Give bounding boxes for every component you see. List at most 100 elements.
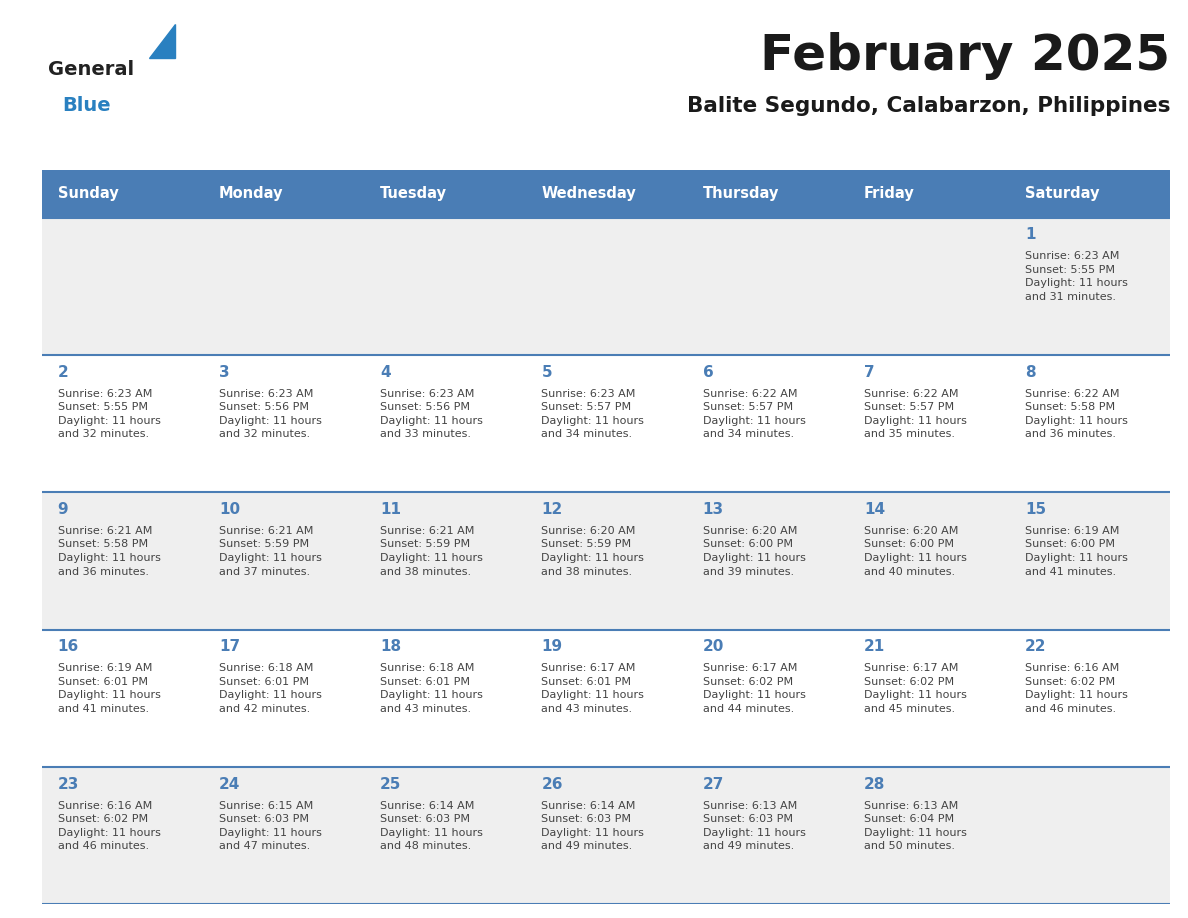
Text: 25: 25 [380,777,402,791]
Text: Sunrise: 6:22 AM
Sunset: 5:58 PM
Daylight: 11 hours
and 36 minutes.: Sunrise: 6:22 AM Sunset: 5:58 PM Dayligh… [1025,388,1127,440]
Text: 12: 12 [542,502,563,517]
Bar [364,218,525,355]
Text: 10: 10 [219,502,240,517]
Text: 4: 4 [380,364,391,379]
Text: Sunrise: 6:17 AM
Sunset: 6:01 PM
Daylight: 11 hours
and 43 minutes.: Sunrise: 6:17 AM Sunset: 6:01 PM Dayligh… [542,663,644,714]
Text: 26: 26 [542,777,563,791]
Bar [687,767,848,904]
Text: Sunrise: 6:23 AM
Sunset: 5:55 PM
Daylight: 11 hours
and 31 minutes.: Sunrise: 6:23 AM Sunset: 5:55 PM Dayligh… [1025,252,1127,302]
Bar [42,630,203,767]
Bar [525,170,687,218]
Text: 28: 28 [864,777,885,791]
Bar [364,630,525,767]
Bar [203,767,364,904]
Text: 14: 14 [864,502,885,517]
Bar [364,355,525,492]
Bar [525,355,687,492]
Bar [848,355,1009,492]
Text: Sunrise: 6:23 AM
Sunset: 5:57 PM
Daylight: 11 hours
and 34 minutes.: Sunrise: 6:23 AM Sunset: 5:57 PM Dayligh… [542,388,644,440]
Bar [364,492,525,630]
Bar [364,170,525,218]
Bar [848,170,1009,218]
Bar [203,492,364,630]
Text: 17: 17 [219,639,240,655]
Text: Sunrise: 6:17 AM
Sunset: 6:02 PM
Daylight: 11 hours
and 44 minutes.: Sunrise: 6:17 AM Sunset: 6:02 PM Dayligh… [702,663,805,714]
Text: Sunrise: 6:23 AM
Sunset: 5:56 PM
Daylight: 11 hours
and 32 minutes.: Sunrise: 6:23 AM Sunset: 5:56 PM Dayligh… [219,388,322,440]
Text: Sunrise: 6:17 AM
Sunset: 6:02 PM
Daylight: 11 hours
and 45 minutes.: Sunrise: 6:17 AM Sunset: 6:02 PM Dayligh… [864,663,967,714]
Bar [42,170,203,218]
Text: Wednesday: Wednesday [542,186,636,201]
Text: Sunrise: 6:18 AM
Sunset: 6:01 PM
Daylight: 11 hours
and 42 minutes.: Sunrise: 6:18 AM Sunset: 6:01 PM Dayligh… [219,663,322,714]
Text: Tuesday: Tuesday [380,186,447,201]
Text: 21: 21 [864,639,885,655]
Bar [848,218,1009,355]
Text: 1: 1 [1025,227,1036,242]
Text: General: General [48,60,133,79]
Text: Sunrise: 6:21 AM
Sunset: 5:59 PM
Daylight: 11 hours
and 37 minutes.: Sunrise: 6:21 AM Sunset: 5:59 PM Dayligh… [219,526,322,577]
Text: 15: 15 [1025,502,1047,517]
Bar [848,630,1009,767]
Text: Balite Segundo, Calabarzon, Philippines: Balite Segundo, Calabarzon, Philippines [687,96,1170,117]
Bar [687,170,848,218]
Text: Sunday: Sunday [58,186,119,201]
Text: Saturday: Saturday [1025,186,1100,201]
Text: Sunrise: 6:22 AM
Sunset: 5:57 PM
Daylight: 11 hours
and 35 minutes.: Sunrise: 6:22 AM Sunset: 5:57 PM Dayligh… [864,388,967,440]
Bar [687,630,848,767]
Text: Sunrise: 6:13 AM
Sunset: 6:03 PM
Daylight: 11 hours
and 49 minutes.: Sunrise: 6:13 AM Sunset: 6:03 PM Dayligh… [702,800,805,851]
Text: Sunrise: 6:23 AM
Sunset: 5:56 PM
Daylight: 11 hours
and 33 minutes.: Sunrise: 6:23 AM Sunset: 5:56 PM Dayligh… [380,388,484,440]
Text: 19: 19 [542,639,562,655]
Text: Sunrise: 6:14 AM
Sunset: 6:03 PM
Daylight: 11 hours
and 49 minutes.: Sunrise: 6:14 AM Sunset: 6:03 PM Dayligh… [542,800,644,851]
Bar [848,767,1009,904]
Text: 2: 2 [58,364,69,379]
Text: Sunrise: 6:21 AM
Sunset: 5:58 PM
Daylight: 11 hours
and 36 minutes.: Sunrise: 6:21 AM Sunset: 5:58 PM Dayligh… [58,526,160,577]
Text: Sunrise: 6:23 AM
Sunset: 5:55 PM
Daylight: 11 hours
and 32 minutes.: Sunrise: 6:23 AM Sunset: 5:55 PM Dayligh… [58,388,160,440]
Text: Sunrise: 6:16 AM
Sunset: 6:02 PM
Daylight: 11 hours
and 46 minutes.: Sunrise: 6:16 AM Sunset: 6:02 PM Dayligh… [1025,663,1127,714]
Bar [203,170,364,218]
Text: 11: 11 [380,502,402,517]
Bar [42,218,203,355]
Bar [848,492,1009,630]
Text: 23: 23 [58,777,80,791]
Text: 5: 5 [542,364,552,379]
Text: 20: 20 [702,639,723,655]
Text: Sunrise: 6:16 AM
Sunset: 6:02 PM
Daylight: 11 hours
and 46 minutes.: Sunrise: 6:16 AM Sunset: 6:02 PM Dayligh… [58,800,160,851]
Bar [525,630,687,767]
Bar [525,767,687,904]
Text: February 2025: February 2025 [760,32,1170,80]
Text: 24: 24 [219,777,240,791]
Bar [42,492,203,630]
Bar [1009,767,1170,904]
Bar [687,355,848,492]
Text: 22: 22 [1025,639,1047,655]
Text: 13: 13 [702,502,723,517]
Text: Sunrise: 6:21 AM
Sunset: 5:59 PM
Daylight: 11 hours
and 38 minutes.: Sunrise: 6:21 AM Sunset: 5:59 PM Dayligh… [380,526,484,577]
Bar [525,492,687,630]
Bar [203,218,364,355]
Text: Sunrise: 6:19 AM
Sunset: 6:01 PM
Daylight: 11 hours
and 41 minutes.: Sunrise: 6:19 AM Sunset: 6:01 PM Dayligh… [58,663,160,714]
Text: Thursday: Thursday [702,186,779,201]
Bar [1009,218,1170,355]
Text: Sunrise: 6:18 AM
Sunset: 6:01 PM
Daylight: 11 hours
and 43 minutes.: Sunrise: 6:18 AM Sunset: 6:01 PM Dayligh… [380,663,484,714]
Text: Sunrise: 6:19 AM
Sunset: 6:00 PM
Daylight: 11 hours
and 41 minutes.: Sunrise: 6:19 AM Sunset: 6:00 PM Dayligh… [1025,526,1127,577]
Bar [1009,492,1170,630]
Bar [1009,170,1170,218]
Text: Sunrise: 6:14 AM
Sunset: 6:03 PM
Daylight: 11 hours
and 48 minutes.: Sunrise: 6:14 AM Sunset: 6:03 PM Dayligh… [380,800,484,851]
Text: Blue: Blue [62,96,110,116]
Bar [203,355,364,492]
Text: 8: 8 [1025,364,1036,379]
Text: 9: 9 [58,502,69,517]
Text: Sunrise: 6:22 AM
Sunset: 5:57 PM
Daylight: 11 hours
and 34 minutes.: Sunrise: 6:22 AM Sunset: 5:57 PM Dayligh… [702,388,805,440]
Bar [687,218,848,355]
Bar [525,218,687,355]
Bar [1009,630,1170,767]
Bar [364,767,525,904]
Text: 7: 7 [864,364,874,379]
Text: Sunrise: 6:20 AM
Sunset: 6:00 PM
Daylight: 11 hours
and 40 minutes.: Sunrise: 6:20 AM Sunset: 6:00 PM Dayligh… [864,526,967,577]
Text: Friday: Friday [864,186,915,201]
Text: 6: 6 [702,364,713,379]
Text: 16: 16 [58,639,78,655]
Bar [687,492,848,630]
Bar [42,355,203,492]
Text: 27: 27 [702,777,723,791]
Text: 18: 18 [380,639,402,655]
